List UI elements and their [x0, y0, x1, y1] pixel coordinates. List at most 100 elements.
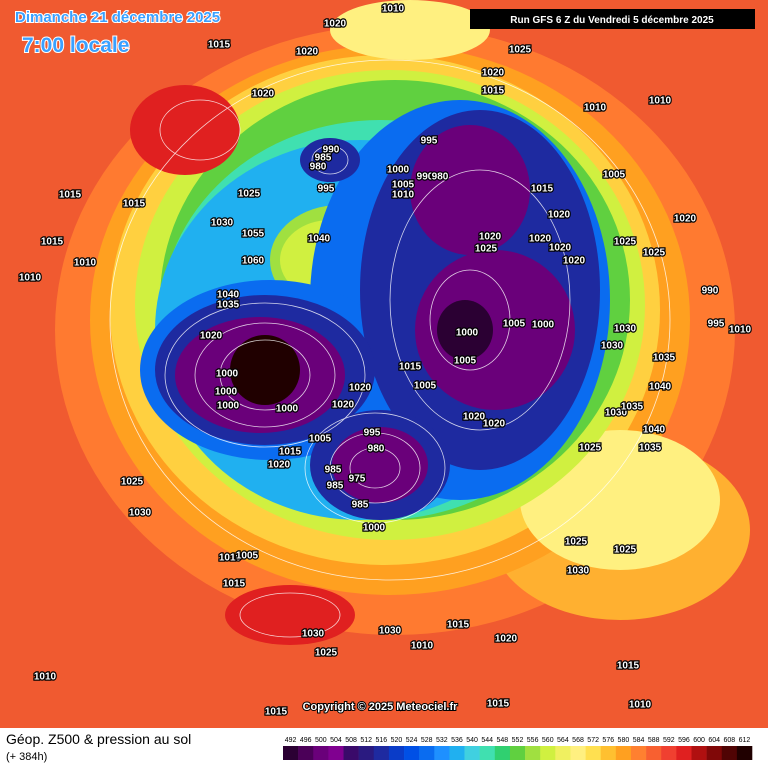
scale-cell: [298, 746, 314, 760]
scale-label: 612: [739, 737, 751, 744]
pressure-label: 1020: [200, 331, 223, 342]
scale-label: 516: [375, 737, 387, 744]
scale-label: 556: [527, 737, 539, 744]
pressure-label: 980: [310, 162, 327, 173]
scale-label: 572: [587, 737, 599, 744]
pressure-label: 1035: [639, 443, 662, 454]
scale-cell: [540, 746, 556, 760]
scale-cell: [404, 746, 420, 760]
isobars: [109, 59, 671, 638]
pressure-label: 1010: [74, 258, 97, 269]
footer-lead: (+ 384h): [6, 751, 47, 763]
scale-cell: [388, 746, 405, 760]
pressure-label: 1020: [482, 68, 505, 79]
pressure-label: 1030: [601, 341, 624, 352]
scale-cell: [313, 746, 329, 760]
scale-cell: [343, 746, 359, 760]
pressure-label: 1015: [41, 237, 64, 248]
pressure-labels: 1010 1020 1015 1020 1025 1020 1015 1020 1010 1010…: [18, 2, 753, 718]
pressure-label: 995: [421, 136, 438, 147]
scale-cell: [464, 746, 480, 760]
scale-cell: [676, 746, 692, 760]
pressure-label: 1020: [463, 412, 486, 423]
pressure-label: 1025: [121, 477, 144, 488]
pressure-label: 1020: [548, 210, 571, 221]
scale-cell: [600, 746, 617, 760]
pressure-label: 1035: [217, 300, 240, 311]
scale-label: 568: [572, 737, 584, 744]
date: Dimanche 21 décembre 2025: [15, 9, 220, 26]
pressure-label: 1025: [614, 237, 637, 248]
pressure-label: 1010: [382, 4, 405, 15]
pressure-label: 1020: [495, 634, 518, 645]
scale-label: 600: [693, 737, 705, 744]
scale-label: 508: [345, 737, 357, 744]
pressure-label: 990: [323, 145, 340, 156]
color-scale: 492 496 500 504 508 512 516 520 524 528 532 536 540 5…: [283, 737, 753, 760]
pressure-label: 1000: [215, 387, 238, 398]
scale-label: 512: [360, 737, 372, 744]
pressure-label: 1035: [653, 353, 676, 364]
run-box: [470, 9, 755, 29]
scale-cell: [283, 746, 299, 760]
scale-cell: [721, 746, 738, 760]
pressure-label: 1000: [387, 165, 410, 176]
pressure-label: 1020: [324, 19, 347, 30]
pressure-label: 1000: [216, 369, 239, 380]
pressure-label: 985: [327, 481, 344, 492]
pressure-label: 1005: [603, 170, 626, 181]
scale-cell: [449, 746, 465, 760]
pressure-label: 1025: [315, 648, 338, 659]
pressure-label: 1000: [456, 328, 479, 339]
pressure-label: 980: [432, 172, 449, 183]
pressure-label: 1010: [392, 190, 415, 201]
pressure-label: 1015: [279, 447, 302, 458]
scale-cell: [328, 746, 344, 760]
pressure-label: 1000: [217, 401, 240, 412]
scale-cell: [525, 746, 541, 760]
pressure-label: 1020: [268, 460, 291, 471]
scale-cell: [736, 746, 753, 760]
scale-label: 500: [315, 737, 327, 744]
scale-cell: [691, 746, 707, 760]
scale-label: 504: [330, 737, 342, 744]
scale-label: 532: [436, 737, 448, 744]
pressure-label: 1005: [392, 180, 415, 191]
pressure-label: 1010: [729, 325, 752, 336]
pressure-label: 1010: [411, 641, 434, 652]
scale-cell: [494, 746, 511, 760]
pressure-label: 1015: [617, 661, 640, 672]
pressure-label: 1020: [332, 400, 355, 411]
scale-cell: [615, 746, 632, 760]
pressure-label: 1010: [584, 103, 607, 114]
scale-cell: [358, 746, 375, 760]
pressure-label: 1040: [217, 290, 240, 301]
pressure-label: 1025: [509, 45, 532, 56]
pressure-label: 1030: [302, 629, 325, 640]
pressure-label: 985: [325, 465, 342, 476]
scale-label: 608: [723, 737, 735, 744]
pressure-label: 1025: [643, 248, 666, 259]
pressure-label: 1025: [565, 537, 588, 548]
pressure-label: 1005: [309, 434, 332, 445]
scale-label: 492: [285, 737, 297, 744]
pressure-label: 1020: [349, 383, 372, 394]
pressure-label: 1000: [276, 404, 299, 415]
pressure-label: 1025: [579, 443, 602, 454]
pressure-label: 975: [349, 474, 366, 485]
run: Run GFS 6 Z du Vendredi 5 décembre 2025: [510, 15, 714, 26]
footer-title: Géop. Z500 & pression au sol: [6, 731, 191, 747]
scale-label: 584: [633, 737, 645, 744]
scale-label: 552: [512, 737, 524, 744]
pressure-label: 1015: [123, 199, 146, 210]
pressure-label: 1040: [308, 234, 331, 245]
pressure-label: 1000: [363, 523, 386, 534]
pressure-label: 1010: [19, 273, 42, 284]
pressure-label: 1040: [643, 425, 666, 436]
pressure-label: 1040: [649, 382, 672, 393]
scale-label: 540: [466, 737, 478, 744]
pressure-label: 1020: [296, 47, 319, 58]
pressure-label: 1020: [479, 232, 502, 243]
pressure-label: 1005: [236, 551, 259, 562]
scale-cell: [419, 746, 435, 760]
